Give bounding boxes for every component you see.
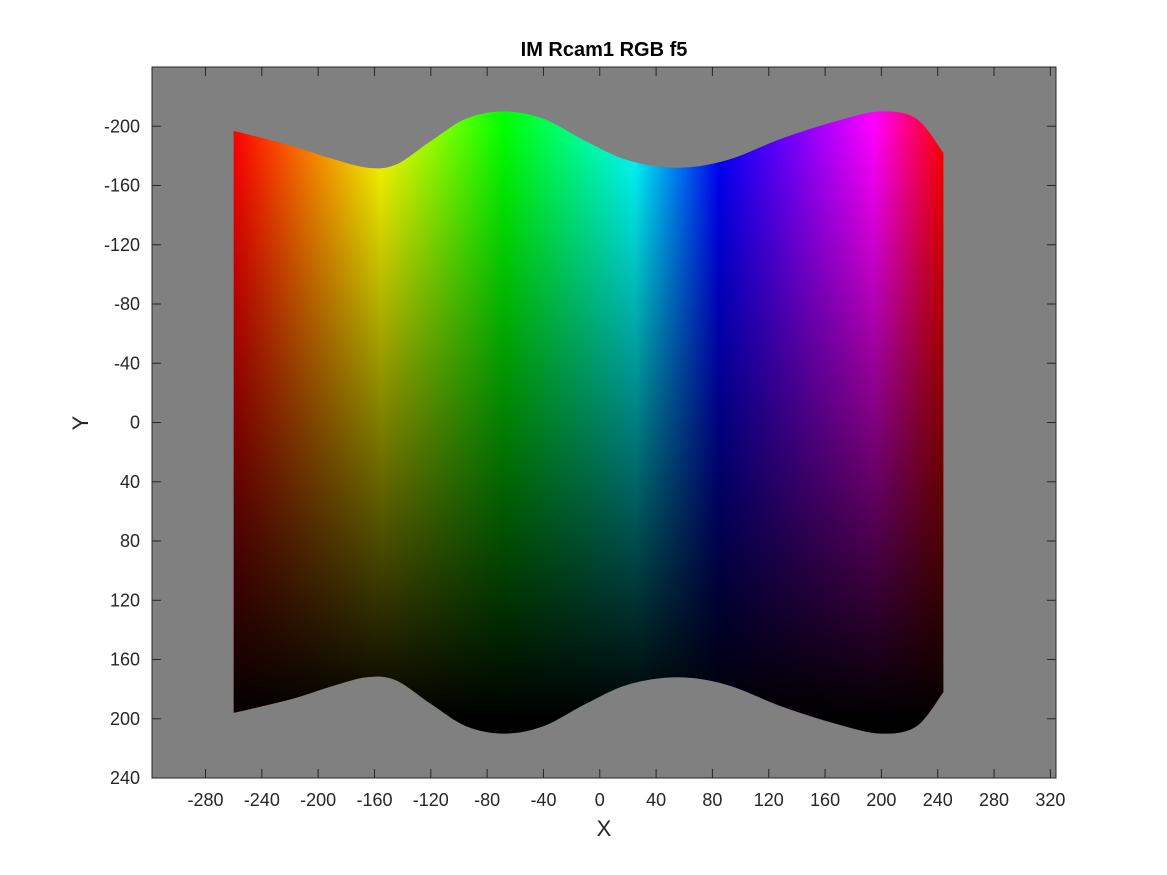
y-tick-label: 80 <box>120 531 140 551</box>
x-tick-label: 240 <box>923 790 953 810</box>
y-tick-label: -160 <box>104 176 140 196</box>
y-tick-label: 160 <box>110 650 140 670</box>
x-tick-label: 320 <box>1035 790 1065 810</box>
rgb-image-shading <box>233 111 944 734</box>
y-tick-label: -40 <box>114 353 140 373</box>
x-tick-label: 160 <box>810 790 840 810</box>
x-tick-label: -40 <box>530 790 556 810</box>
x-tick-label: 40 <box>646 790 666 810</box>
x-tick-label: -200 <box>300 790 336 810</box>
y-tick-label: 240 <box>110 768 140 788</box>
y-tick-label: 200 <box>110 709 140 729</box>
plot-frame <box>151 66 1057 779</box>
x-tick-label: -80 <box>474 790 500 810</box>
y-axis-label: Y <box>68 415 93 430</box>
x-axis-ticks: -280 -240 -200 -160 -120 -80 -40 0 40 80 120 160 200… <box>187 67 1065 810</box>
y-tick-label: 0 <box>130 413 140 433</box>
y-tick-label: 40 <box>120 472 140 492</box>
x-tick-label: -120 <box>413 790 449 810</box>
x-tick-label: 200 <box>866 790 896 810</box>
x-tick-label: 280 <box>979 790 1009 810</box>
x-tick-label: -280 <box>187 790 223 810</box>
y-tick-label: -120 <box>104 235 140 255</box>
x-tick-label: -160 <box>356 790 392 810</box>
x-tick-label: 0 <box>595 790 605 810</box>
x-tick-label: 120 <box>754 790 784 810</box>
chart-title: IM Rcam1 RGB f5 <box>521 39 688 61</box>
x-tick-label: -240 <box>244 790 280 810</box>
y-tick-label: 120 <box>110 590 140 610</box>
y-axis-ticks: -200 -160 -120 -80 -40 0 40 80 120 160 200 240 <box>104 116 1056 788</box>
y-tick-label: -80 <box>114 294 140 314</box>
x-axis-label: X <box>597 816 612 841</box>
y-tick-label: -200 <box>104 116 140 136</box>
x-tick-label: 80 <box>702 790 722 810</box>
